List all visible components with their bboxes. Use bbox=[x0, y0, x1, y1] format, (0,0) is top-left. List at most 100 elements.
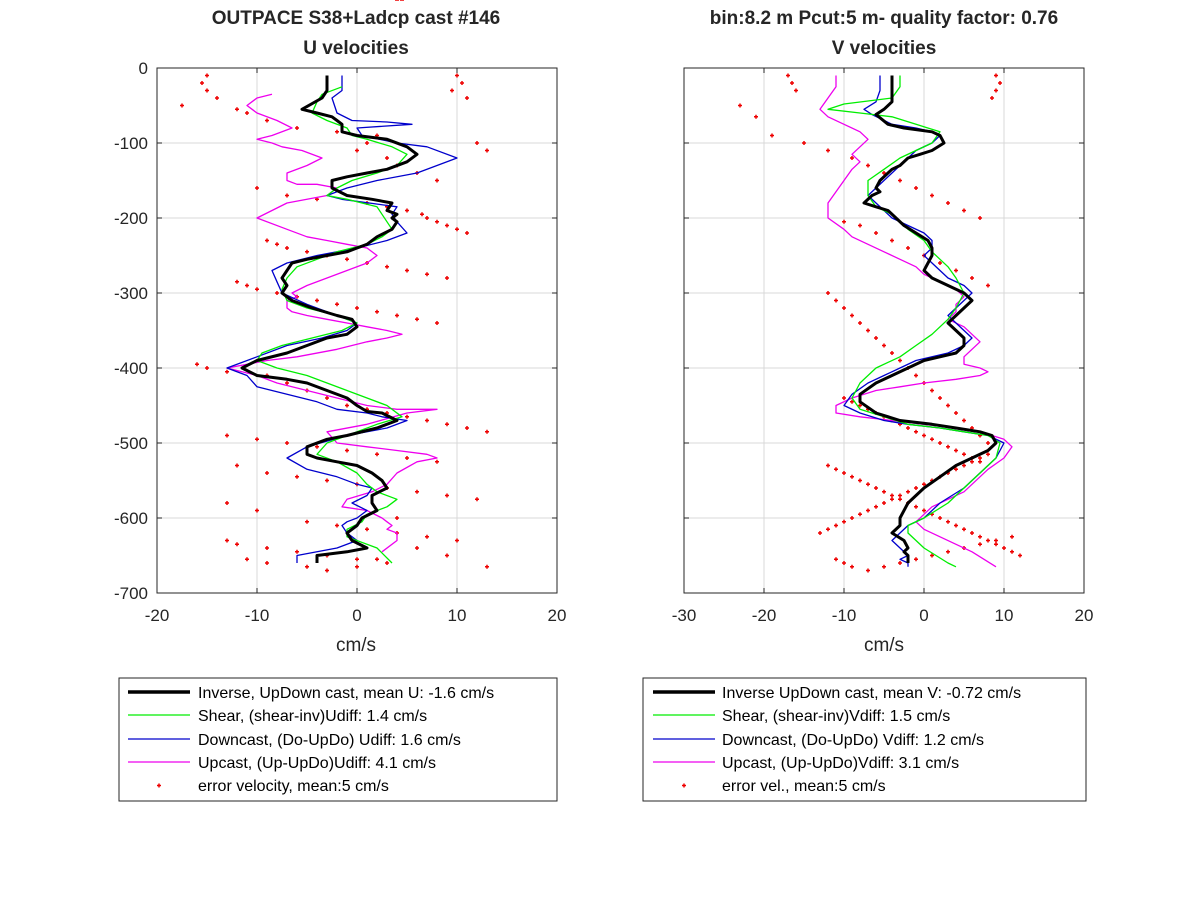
u-legend-swatch-error bbox=[157, 783, 161, 788]
u-error-point bbox=[205, 73, 209, 78]
u-error-point bbox=[265, 471, 269, 475]
v-error-point bbox=[930, 388, 934, 393]
u-xtick-label: -10 bbox=[245, 606, 270, 625]
right-title-line2: V velocities bbox=[832, 38, 937, 59]
v-error-point bbox=[914, 557, 918, 562]
v-error-point bbox=[962, 527, 966, 532]
u-error-point bbox=[435, 219, 439, 224]
v-error-point bbox=[866, 568, 870, 573]
v-error-point bbox=[978, 542, 982, 547]
v-series-upcast bbox=[819, 75, 1013, 568]
u-error-point bbox=[225, 538, 229, 543]
v-error-point bbox=[890, 238, 894, 243]
u-velocity-plot: -20 -10 0 10 200-100-200-300-400-500-600-700 bbox=[114, 0, 566, 625]
v-error-point bbox=[850, 516, 854, 520]
v-legend-error: error vel., mean:5 cm/s bbox=[722, 778, 886, 795]
u-ytick-label: -700 bbox=[114, 584, 148, 603]
v-error-point bbox=[994, 73, 998, 78]
u-error-point bbox=[235, 107, 239, 112]
v-error-point bbox=[826, 527, 830, 532]
u-legend-upcast: Upcast, (Up-UpDo)Udiff: 4.1 cm/s bbox=[198, 755, 436, 772]
v-error-point bbox=[874, 486, 878, 490]
u-legend: Inverse, UpDown cast, mean U: -1.6 cm/s … bbox=[118, 677, 558, 802]
v-error-point bbox=[754, 114, 758, 119]
v-error-point bbox=[986, 283, 990, 288]
v-error-point bbox=[922, 433, 926, 438]
v-error-point bbox=[882, 343, 886, 348]
u-error-point bbox=[285, 381, 289, 385]
v-error-point bbox=[826, 463, 830, 468]
u-error-point bbox=[405, 208, 409, 213]
v-error-point bbox=[994, 542, 998, 547]
v-error-point bbox=[786, 73, 790, 78]
v-error-point bbox=[1018, 553, 1022, 558]
v-error-point bbox=[906, 489, 910, 494]
u-error-point bbox=[345, 257, 349, 262]
left-title-line1: OUTPACE S38+Ladcp cast #146 bbox=[212, 8, 500, 29]
v-error-point bbox=[954, 411, 958, 415]
v-error-point bbox=[874, 504, 878, 509]
v-error-point bbox=[914, 486, 918, 490]
u-error-point bbox=[425, 418, 429, 423]
u-error-point bbox=[415, 317, 419, 322]
u-error-point bbox=[295, 474, 299, 479]
v-error-point bbox=[842, 219, 846, 224]
u-error-point bbox=[415, 546, 419, 550]
v-error-point bbox=[898, 561, 902, 565]
u-error-point bbox=[200, 81, 204, 85]
v-error-point bbox=[1002, 546, 1006, 550]
u-error-point bbox=[305, 249, 309, 254]
v-legend: Inverse UpDown cast, mean V: -0.72 cm/s … bbox=[642, 677, 1087, 802]
u-error-point bbox=[285, 246, 289, 250]
v-error-point bbox=[850, 399, 854, 404]
v-legend-inverse: Inverse UpDown cast, mean V: -0.72 cm/s bbox=[722, 685, 1021, 702]
u-error-point bbox=[295, 126, 299, 130]
left-title-line2: U velocities bbox=[303, 38, 409, 59]
u-error-point bbox=[295, 549, 299, 554]
u-error-point bbox=[315, 444, 319, 449]
v-error-point bbox=[946, 444, 950, 449]
v-error-point bbox=[938, 516, 942, 520]
v-error-point bbox=[890, 497, 894, 502]
v-error-point bbox=[858, 321, 862, 325]
v-axes-frame bbox=[683, 67, 1085, 594]
v-error-point bbox=[842, 471, 846, 475]
u-error-point bbox=[205, 366, 209, 370]
u-xtick-label: 10 bbox=[448, 606, 467, 625]
u-error-point bbox=[375, 452, 379, 457]
v-error-point bbox=[914, 186, 918, 190]
u-error-point bbox=[405, 456, 409, 460]
u-error-point bbox=[235, 463, 239, 468]
v-error-point bbox=[954, 268, 958, 273]
v-error-point bbox=[858, 478, 862, 483]
v-error-point bbox=[842, 519, 846, 524]
v-error-point bbox=[882, 501, 886, 505]
u-error-point bbox=[425, 272, 429, 277]
u-error-point bbox=[445, 553, 449, 558]
v-error-point bbox=[850, 313, 854, 318]
v-error-point bbox=[834, 298, 838, 303]
u-error-point bbox=[255, 437, 259, 442]
u-xlabel: cm/s bbox=[336, 635, 376, 656]
v-error-point bbox=[866, 328, 870, 333]
u-error-point bbox=[485, 429, 489, 434]
v-series-inverse bbox=[858, 75, 998, 563]
u-error-point bbox=[225, 501, 229, 505]
v-error-point bbox=[962, 463, 966, 468]
v-error-point bbox=[866, 163, 870, 168]
v-error-point bbox=[954, 523, 958, 528]
v-error-point bbox=[818, 531, 822, 535]
u-ytick-label: -400 bbox=[114, 359, 148, 378]
u-ytick-label: -600 bbox=[114, 509, 148, 528]
v-error-point bbox=[938, 396, 942, 400]
u-error-point bbox=[255, 186, 259, 190]
v-error-point bbox=[962, 452, 966, 457]
u-error-point bbox=[335, 523, 339, 528]
u-xtick-label: 20 bbox=[548, 606, 567, 625]
v-error-point bbox=[842, 396, 846, 400]
u-error-point bbox=[180, 103, 184, 108]
u-error-point bbox=[245, 557, 249, 562]
v-error-point bbox=[914, 429, 918, 434]
u-error-point bbox=[365, 141, 369, 145]
